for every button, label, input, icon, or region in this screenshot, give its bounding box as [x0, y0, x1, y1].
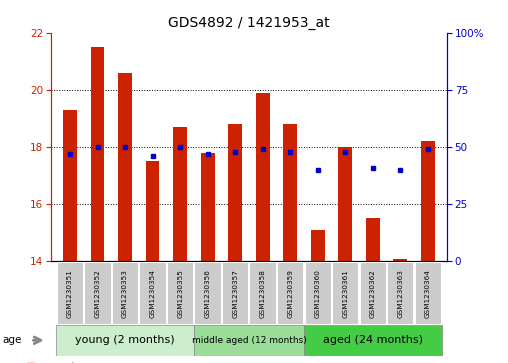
Bar: [415, 262, 441, 324]
Text: GSM1230352: GSM1230352: [94, 269, 101, 318]
Bar: [277, 262, 303, 324]
Text: count: count: [47, 362, 76, 363]
Text: GSM1230351: GSM1230351: [67, 269, 73, 318]
Bar: [256, 93, 270, 261]
Bar: [304, 325, 441, 356]
Text: GDS4892 / 1421953_at: GDS4892 / 1421953_at: [168, 16, 330, 30]
Bar: [304, 262, 331, 324]
Text: young (2 months): young (2 months): [75, 335, 175, 345]
Bar: [332, 262, 359, 324]
Bar: [366, 219, 379, 261]
Bar: [201, 153, 214, 261]
Text: GSM1230361: GSM1230361: [342, 269, 348, 318]
Bar: [421, 141, 435, 261]
Text: age: age: [3, 335, 22, 345]
Text: GSM1230360: GSM1230360: [315, 269, 321, 318]
Bar: [91, 47, 105, 261]
Bar: [393, 258, 407, 261]
Bar: [222, 262, 248, 324]
Bar: [57, 262, 83, 324]
Text: GSM1230353: GSM1230353: [122, 269, 128, 318]
Bar: [84, 262, 111, 324]
Text: GSM1230363: GSM1230363: [397, 269, 403, 318]
Bar: [228, 124, 242, 261]
Bar: [112, 262, 138, 324]
Text: aged (24 months): aged (24 months): [323, 335, 423, 345]
Text: GSM1230354: GSM1230354: [150, 269, 155, 318]
Text: GSM1230362: GSM1230362: [370, 269, 376, 318]
Text: GSM1230358: GSM1230358: [260, 269, 266, 318]
Bar: [360, 262, 386, 324]
Bar: [167, 262, 194, 324]
Bar: [146, 161, 160, 261]
Bar: [249, 262, 276, 324]
Text: GSM1230356: GSM1230356: [205, 269, 211, 318]
Text: GSM1230357: GSM1230357: [232, 269, 238, 318]
Bar: [194, 325, 304, 356]
Bar: [56, 325, 194, 356]
Bar: [387, 262, 414, 324]
Bar: [173, 127, 187, 261]
Bar: [338, 147, 352, 261]
Text: GSM1230355: GSM1230355: [177, 269, 183, 318]
Bar: [63, 110, 77, 261]
Bar: [118, 73, 132, 261]
Bar: [311, 230, 325, 261]
Text: middle aged (12 months): middle aged (12 months): [192, 336, 306, 345]
Bar: [195, 262, 221, 324]
Bar: [283, 124, 297, 261]
Text: GSM1230359: GSM1230359: [287, 269, 293, 318]
Bar: [139, 262, 166, 324]
Text: GSM1230364: GSM1230364: [425, 269, 431, 318]
